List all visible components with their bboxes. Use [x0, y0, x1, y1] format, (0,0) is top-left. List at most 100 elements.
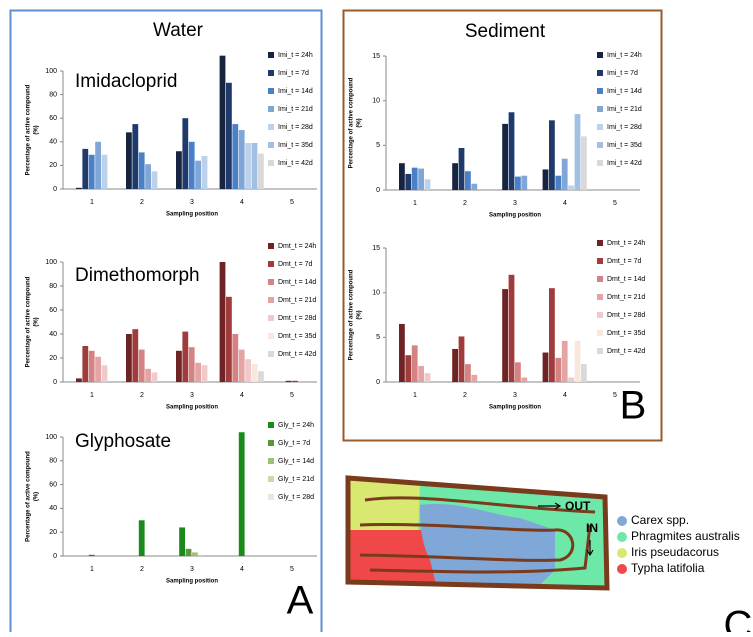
bar: [574, 114, 581, 190]
y-tick-label: 0: [376, 379, 380, 386]
legend-label: Imi_t = 35d: [278, 142, 313, 149]
bar: [465, 171, 471, 190]
bar: [424, 179, 431, 190]
legend-swatch: [268, 351, 274, 357]
bar: [411, 345, 418, 382]
legend-label: Gly_t = 7d: [278, 440, 310, 447]
legend-swatch: [268, 297, 274, 303]
bar: [549, 120, 555, 190]
bar: [515, 362, 521, 382]
bar: [258, 371, 264, 382]
legend-swatch: [597, 348, 603, 354]
y-axis-label: Percentage of active compound: [349, 269, 355, 360]
y-axis-label: Percentage of active compound: [26, 451, 32, 542]
bar: [245, 359, 251, 382]
bar: [188, 141, 195, 189]
y-tick-label: 5: [376, 334, 380, 341]
x-tick-label: 4: [563, 200, 567, 207]
x-axis-label: Sampling position: [166, 579, 218, 585]
legend-label: Imi_t = 42d: [607, 160, 642, 167]
bar: [192, 552, 198, 556]
x-tick-label: 2: [463, 392, 467, 399]
y-tick-label: 40: [49, 505, 57, 512]
legend-label: Phragmites australis: [631, 529, 740, 543]
y-tick-label: 0: [53, 379, 57, 386]
bar: [581, 364, 587, 382]
y-tick-label: 10: [372, 98, 380, 105]
legend-swatch: [268, 142, 274, 148]
bar: [76, 378, 82, 382]
bar: [95, 356, 101, 382]
bar: [82, 148, 89, 189]
y-tick-label: 60: [49, 307, 57, 314]
y-axis-label: (%): [34, 492, 40, 501]
bar: [226, 82, 232, 189]
y-tick-label: 100: [45, 434, 57, 441]
legend-label: Dmt_t = 28d: [607, 312, 645, 319]
legend-swatch: [268, 333, 274, 339]
legend-label: Imi_t = 21d: [278, 106, 313, 113]
bar: [542, 352, 549, 382]
x-tick-label: 4: [240, 199, 244, 206]
bar: [145, 164, 151, 189]
map-label: OUT: [565, 499, 591, 513]
bar: [195, 362, 201, 382]
bar: [568, 185, 574, 190]
legend-label: Imi_t = 14d: [607, 88, 642, 95]
bar: [418, 168, 424, 190]
legend-dot: [617, 548, 627, 558]
bar: [185, 548, 192, 556]
legend-swatch: [597, 70, 603, 76]
y-tick-label: 20: [49, 529, 57, 536]
legend-label: Typha latifolia: [631, 561, 705, 575]
legend-label: Imi_t = 24h: [278, 52, 313, 59]
bar: [471, 183, 478, 190]
bar: [95, 141, 101, 189]
bar: [502, 123, 508, 190]
legend-swatch: [268, 160, 274, 166]
panel-title: Sediment: [465, 21, 546, 42]
legend-label: Dmt_t = 24h: [278, 243, 316, 250]
legend-swatch: [268, 494, 274, 500]
x-tick-label: 3: [190, 566, 194, 573]
bar: [82, 346, 89, 382]
y-tick-label: 60: [49, 481, 57, 488]
bar: [176, 151, 182, 189]
y-tick-label: 80: [49, 458, 57, 465]
legend-label: Imi_t = 24h: [607, 52, 642, 59]
bar: [581, 136, 587, 190]
legend-dot: [617, 564, 627, 574]
bar: [515, 176, 521, 190]
bar: [179, 527, 185, 556]
legend-dot: [617, 532, 627, 542]
x-tick-label: 4: [240, 392, 244, 399]
bar: [232, 334, 239, 382]
y-axis-label: (%): [357, 118, 363, 127]
x-tick-label: 5: [290, 566, 294, 573]
legend-swatch: [268, 106, 274, 112]
bar: [399, 323, 405, 382]
legend-swatch: [597, 294, 603, 300]
bar: [251, 364, 258, 382]
bar: [458, 148, 465, 190]
legend-label: Dmt_t = 42d: [278, 351, 316, 358]
legend-label: Imi_t = 28d: [278, 124, 313, 131]
bar: [418, 365, 424, 382]
x-axis-label: Sampling position: [166, 405, 218, 411]
x-tick-label: 1: [90, 199, 94, 206]
bar: [411, 167, 418, 190]
x-tick-label: 5: [290, 392, 294, 399]
x-tick-label: 1: [90, 566, 94, 573]
x-axis-label: Sampling position: [489, 213, 541, 219]
legend-label: Dmt_t = 14d: [607, 276, 645, 283]
x-tick-label: 4: [563, 392, 567, 399]
bar: [399, 163, 405, 190]
legend-swatch: [597, 88, 603, 94]
legend-swatch: [268, 315, 274, 321]
bar: [145, 368, 151, 382]
legend-label: Imi_t = 7d: [607, 70, 638, 77]
bar: [561, 158, 568, 190]
legend-swatch: [597, 258, 603, 264]
legend-label: Gly_t = 21d: [278, 476, 314, 483]
